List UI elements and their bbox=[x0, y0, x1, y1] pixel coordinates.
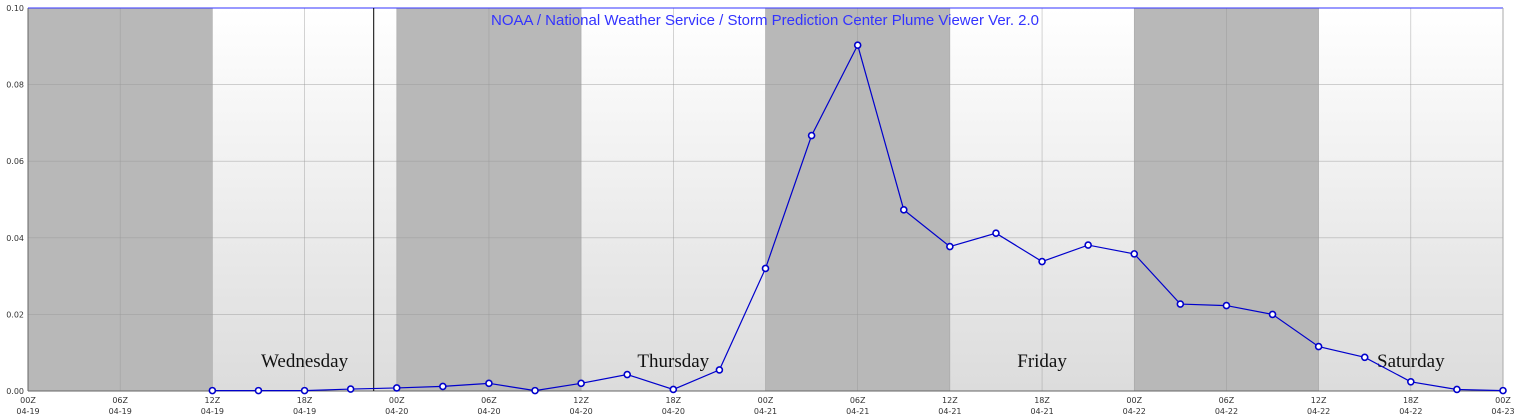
data-point bbox=[1084, 241, 1092, 249]
data-point bbox=[1499, 386, 1507, 395]
x-tick-date: 04-20 bbox=[385, 407, 408, 416]
x-tick-hour: 12Z bbox=[942, 396, 958, 405]
data-point bbox=[439, 382, 447, 391]
x-tick-hour: 12Z bbox=[205, 396, 221, 405]
data-point bbox=[853, 41, 862, 49]
data-point bbox=[300, 386, 309, 395]
data-point bbox=[1268, 310, 1277, 319]
x-tick-hour: 12Z bbox=[1311, 396, 1327, 405]
data-point bbox=[1130, 250, 1139, 258]
data-point bbox=[1038, 257, 1046, 266]
data-point bbox=[392, 384, 401, 392]
y-tick-label: 0.00 bbox=[6, 387, 24, 396]
x-tick-date: 04-21 bbox=[754, 407, 777, 416]
y-tick-label: 0.04 bbox=[6, 234, 24, 243]
x-tick-date: 04-19 bbox=[16, 407, 39, 416]
x-tick-hour: 00Z bbox=[758, 396, 774, 405]
data-point bbox=[346, 385, 355, 393]
x-tick-hour: 06Z bbox=[1219, 396, 1235, 405]
x-tick-date: 04-23 bbox=[1491, 407, 1514, 416]
data-point bbox=[1222, 301, 1231, 310]
x-tick-date: 04-22 bbox=[1123, 407, 1146, 416]
x-tick-hour: 00Z bbox=[389, 396, 405, 405]
data-point bbox=[715, 366, 724, 374]
x-tick-date: 04-21 bbox=[938, 407, 961, 416]
x-tick-date: 04-21 bbox=[846, 407, 869, 416]
data-point bbox=[1314, 342, 1323, 351]
day-label: Friday bbox=[1017, 351, 1067, 372]
x-tick-hour: 00Z bbox=[1126, 396, 1142, 405]
day-label: Saturday bbox=[1377, 351, 1445, 372]
data-point bbox=[1407, 378, 1415, 386]
x-tick-hour: 06Z bbox=[112, 396, 128, 405]
data-point bbox=[208, 386, 217, 395]
data-point bbox=[761, 264, 770, 273]
day-label: Wednesday bbox=[261, 351, 349, 372]
data-point bbox=[807, 131, 816, 140]
tick-labels: 0.00 0.02 0.04 0.06 0.08 0.10 00Z 04-19 06Z 04-19… bbox=[6, 4, 1514, 416]
x-tick-hour: 18Z bbox=[1403, 396, 1419, 405]
data-point bbox=[946, 242, 954, 251]
x-tick-hour: 18Z bbox=[665, 396, 681, 405]
data-point bbox=[577, 379, 585, 388]
data-point bbox=[254, 386, 263, 395]
data-point bbox=[992, 229, 1000, 238]
x-tick-hour: 18Z bbox=[1034, 396, 1050, 405]
data-point bbox=[1176, 300, 1185, 308]
y-tick-label: 0.06 bbox=[6, 157, 24, 166]
y-tick-label: 0.08 bbox=[6, 81, 24, 90]
x-tick-date: 04-19 bbox=[109, 407, 132, 416]
data-point bbox=[485, 379, 493, 388]
x-tick-date: 04-20 bbox=[570, 407, 593, 416]
x-tick-date: 04-20 bbox=[477, 407, 500, 416]
x-tick-date: 04-19 bbox=[201, 407, 224, 416]
series-group bbox=[208, 41, 1507, 395]
x-tick-date: 04-22 bbox=[1307, 407, 1330, 416]
data-point bbox=[899, 206, 908, 214]
chart-title: NOAA / National Weather Service / Storm … bbox=[491, 12, 1039, 29]
x-tick-hour: 00Z bbox=[1495, 396, 1511, 405]
x-tick-hour: 06Z bbox=[481, 396, 497, 405]
x-tick-date: 04-22 bbox=[1215, 407, 1238, 416]
x-tick-hour: 12Z bbox=[573, 396, 589, 405]
data-point bbox=[531, 386, 539, 395]
day-label: Thursday bbox=[637, 351, 709, 372]
data-point bbox=[1453, 385, 1461, 394]
x-tick-date: 04-19 bbox=[293, 407, 316, 416]
x-tick-date: 04-21 bbox=[1030, 407, 1053, 416]
data-point bbox=[1360, 353, 1369, 362]
x-tick-hour: 18Z bbox=[297, 396, 313, 405]
y-tick-label: 0.02 bbox=[6, 310, 24, 319]
x-tick-hour: 00Z bbox=[20, 396, 36, 405]
x-tick-date: 04-22 bbox=[1399, 407, 1422, 416]
data-point bbox=[669, 385, 678, 394]
x-tick-hour: 06Z bbox=[850, 396, 866, 405]
data-point bbox=[623, 370, 632, 379]
x-tick-date: 04-20 bbox=[662, 407, 685, 416]
y-tick-label: 0.10 bbox=[6, 4, 24, 13]
day-labels: Wednesday Thursday Friday Saturday bbox=[261, 351, 1445, 372]
